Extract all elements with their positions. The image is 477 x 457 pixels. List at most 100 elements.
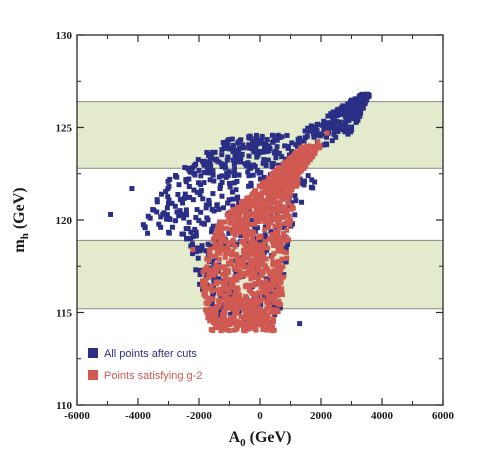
x-tick-label: -6000	[64, 410, 90, 422]
point-all-points	[244, 163, 250, 169]
point-all-points	[222, 162, 228, 168]
point-g2-points	[259, 190, 265, 196]
point-g2-points	[276, 188, 282, 194]
point-g2-points	[270, 259, 276, 265]
point-g2-points	[265, 186, 271, 192]
point-g2-points	[232, 217, 238, 223]
point-g2-points	[205, 315, 211, 321]
point-all-points	[230, 196, 236, 202]
point-all-points	[353, 98, 359, 104]
point-all-points	[258, 139, 264, 145]
point-g2-points	[226, 245, 232, 251]
point-g2-points	[280, 231, 286, 237]
point-g2-points	[279, 185, 285, 191]
point-g2-points	[249, 244, 255, 250]
point-g2-points	[207, 295, 213, 301]
y-axis-title-main: m	[11, 239, 28, 253]
point-g2-points	[271, 327, 277, 333]
point-all-points	[301, 138, 307, 144]
point-all-points	[266, 148, 272, 154]
point-all-points	[167, 217, 173, 223]
point-g2-points	[218, 223, 224, 229]
y-tick-label: 125	[56, 123, 73, 135]
point-all-points	[310, 185, 316, 191]
point-g2-points	[234, 252, 240, 258]
point-all-points	[216, 206, 222, 212]
point-g2-points	[299, 152, 305, 158]
point-g2-points	[240, 315, 246, 321]
point-g2-points	[274, 167, 280, 173]
point-all-points	[165, 178, 171, 184]
point-g2-points	[243, 220, 249, 226]
point-g2-points	[252, 307, 258, 313]
point-all-points	[302, 128, 308, 134]
point-all-points	[159, 191, 165, 197]
point-all-points	[165, 194, 171, 200]
point-all-points	[154, 209, 160, 215]
point-g2-points	[301, 165, 307, 171]
point-g2-points	[240, 209, 246, 215]
point-g2-points	[243, 236, 249, 242]
point-all-points	[249, 217, 255, 223]
point-all-points	[196, 218, 202, 224]
point-g2-points	[219, 226, 225, 232]
point-all-points	[194, 207, 200, 213]
point-g2-points	[220, 314, 226, 320]
point-g2-points	[274, 301, 280, 307]
point-all-points	[220, 140, 226, 146]
point-all-points	[163, 189, 169, 195]
point-g2-points	[267, 284, 273, 290]
point-g2-points	[295, 179, 301, 185]
point-g2-points	[284, 179, 290, 185]
y-tick-labels: 110 115 120 125 130	[56, 30, 73, 412]
point-all-points	[250, 143, 256, 149]
point-g2-points	[248, 203, 254, 209]
point-all-points	[236, 145, 242, 151]
point-g2-points	[302, 152, 308, 158]
y-tick-label: 130	[56, 30, 73, 42]
point-g2-points	[276, 240, 282, 246]
point-g2-points	[288, 218, 294, 224]
point-g2-points	[210, 296, 216, 302]
point-all-points	[257, 239, 263, 245]
point-all-points	[236, 199, 242, 205]
point-all-points	[354, 103, 360, 109]
point-all-points	[184, 236, 190, 242]
point-all-points	[325, 113, 331, 119]
point-all-points	[245, 160, 251, 166]
point-g2-points	[202, 276, 208, 282]
y-axis-title-sub: h	[19, 233, 31, 239]
point-g2-points	[241, 264, 247, 270]
point-all-points	[256, 170, 262, 176]
point-all-points	[203, 205, 209, 211]
point-g2-points	[205, 309, 211, 315]
point-all-points	[230, 157, 236, 163]
point-g2-points	[305, 159, 311, 165]
point-g2-points	[229, 214, 235, 220]
point-all-points	[349, 102, 355, 108]
point-all-points	[323, 141, 329, 147]
point-g2-points	[289, 174, 295, 180]
point-g2-points	[262, 309, 268, 315]
point-g2-points	[249, 192, 255, 198]
point-all-points	[208, 163, 214, 169]
point-g2-points	[228, 261, 234, 267]
point-all-points	[225, 200, 231, 206]
point-g2-points	[237, 322, 243, 328]
point-all-points	[154, 199, 160, 205]
point-g2-points	[241, 248, 247, 254]
point-all-points	[181, 231, 187, 237]
point-g2-points	[236, 228, 242, 234]
point-g2-points	[260, 244, 266, 250]
point-g2-points	[237, 256, 243, 262]
point-all-points	[166, 197, 172, 203]
point-all-points	[225, 172, 231, 178]
point-all-points	[151, 207, 157, 213]
point-g2-points	[255, 274, 261, 280]
point-g2-points	[222, 219, 228, 225]
point-g2-points	[212, 231, 218, 237]
point-g2-points	[239, 202, 245, 208]
point-g2-points	[270, 239, 276, 245]
point-g2-points	[264, 266, 270, 272]
point-g2-points	[232, 230, 238, 236]
